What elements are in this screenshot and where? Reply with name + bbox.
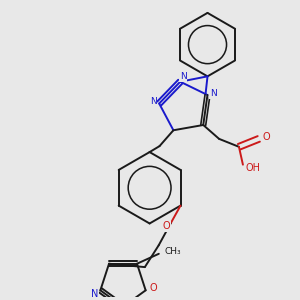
Text: CH₃: CH₃ (164, 247, 181, 256)
Text: O: O (163, 221, 170, 231)
Text: N: N (91, 289, 98, 299)
Text: N: N (150, 97, 157, 106)
Text: N: N (180, 72, 187, 81)
Text: O: O (150, 283, 158, 293)
Text: N: N (210, 89, 217, 98)
Text: O: O (263, 132, 271, 142)
Text: OH: OH (245, 163, 260, 172)
